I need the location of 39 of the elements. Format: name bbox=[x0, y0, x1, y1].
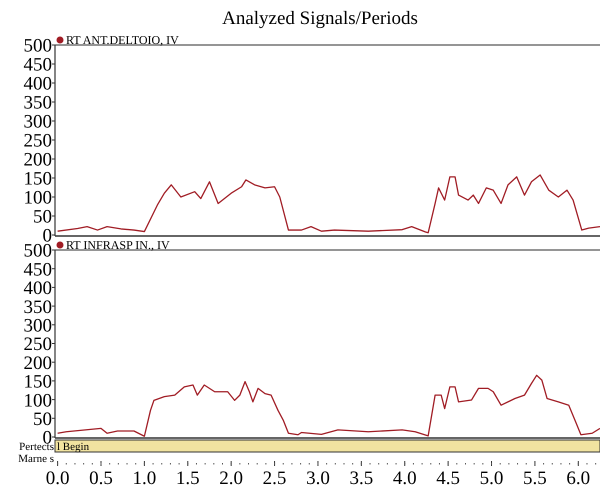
y-tick-label: 100 bbox=[24, 188, 52, 209]
legend-label: RT ANT.DELTOIO, IV bbox=[66, 33, 180, 48]
chart-title: Analyzed Signals/Periods bbox=[222, 8, 418, 29]
x-tick-label: 2.0 bbox=[219, 468, 244, 489]
y-tick-label: 400 bbox=[24, 74, 52, 95]
y-tick-label: 300 bbox=[24, 112, 52, 133]
text: Pertects bbox=[19, 441, 54, 453]
y-tick-label: 50 bbox=[33, 408, 52, 430]
y-tick-label: 150 bbox=[24, 372, 52, 393]
y-tick-label: 150 bbox=[24, 168, 52, 190]
y-tick-label: 450 bbox=[24, 259, 52, 280]
y-tick-label: 200 bbox=[24, 352, 52, 374]
x-tick-label: 5.5 bbox=[523, 468, 547, 489]
x-tick-label: 0.0 bbox=[46, 468, 70, 489]
y-tick-label: 50 bbox=[33, 206, 52, 228]
text: l Begin bbox=[57, 441, 90, 453]
text: Marne s bbox=[18, 453, 54, 465]
y-tick-label: 300 bbox=[24, 315, 52, 336]
x-tick-label: 3.5 bbox=[349, 468, 374, 489]
line-series bbox=[56, 174, 600, 234]
x-tick-label: 4.5 bbox=[436, 468, 460, 489]
y-tick-label: 400 bbox=[24, 278, 52, 300]
x-tick-label: 0.5 bbox=[89, 468, 113, 489]
y-tick-label: 250 bbox=[24, 334, 52, 356]
y-tick-label: 350 bbox=[24, 296, 52, 318]
x-tick-label: 4.0 bbox=[392, 468, 417, 489]
y-tick-label: 200 bbox=[24, 150, 52, 171]
x-tick-label: 2.5 bbox=[262, 468, 286, 489]
x-tick-label: 6.0 bbox=[566, 468, 590, 489]
x-tick-label: 5.0 bbox=[480, 468, 504, 489]
y-tick-label: 100 bbox=[24, 390, 52, 412]
x-tick-label: 1.0 bbox=[132, 468, 156, 489]
y-tick-label: 250 bbox=[24, 130, 52, 152]
y-tick-label: 450 bbox=[24, 54, 52, 76]
y-tick-label: 500 bbox=[24, 36, 52, 57]
y-tick-label: 350 bbox=[24, 92, 52, 114]
x-tick-label: 1.5 bbox=[176, 468, 200, 489]
x-tick-label: 3.0 bbox=[306, 468, 330, 489]
legend-label: RT INFRASP IN., IV bbox=[66, 238, 170, 252]
